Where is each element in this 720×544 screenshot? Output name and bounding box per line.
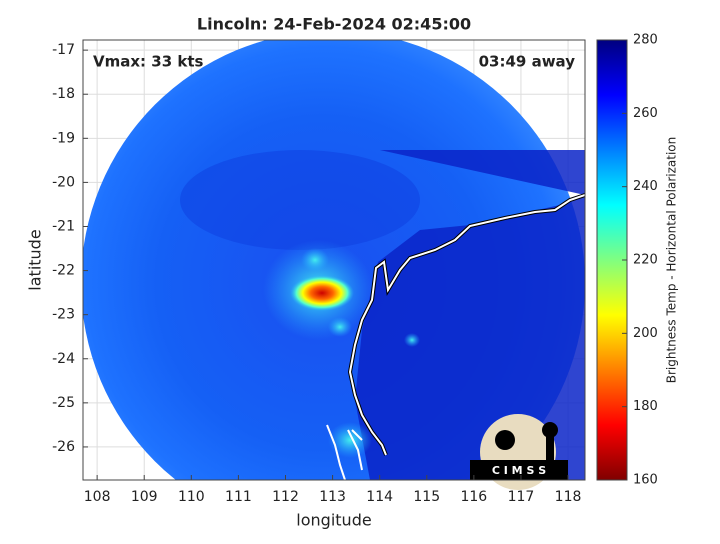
y-tick-label: -21 — [52, 218, 75, 234]
y-tick-label: -22 — [52, 263, 75, 279]
x-axis-label: longitude — [296, 511, 371, 530]
y-axis-label: latitude — [26, 229, 45, 290]
x-tick-label: 114 — [366, 489, 393, 505]
cloud-band — [180, 150, 420, 250]
y-tick-label: -20 — [52, 174, 75, 190]
y-tick-label: -25 — [52, 395, 75, 411]
coastline — [326, 424, 363, 480]
y-tick-label: -26 — [52, 439, 75, 455]
land — [355, 150, 585, 480]
x-tick-label: 112 — [272, 489, 299, 505]
x-tick-label: 109 — [131, 489, 158, 505]
x-tick-label: 115 — [413, 489, 440, 505]
coastline — [348, 194, 585, 456]
y-tick-label: -18 — [52, 86, 75, 102]
logo-text: C I M S S — [492, 464, 546, 477]
convection — [328, 422, 372, 458]
plot-frame — [82, 39, 586, 481]
convection — [404, 333, 420, 347]
colorbar-tick-label: 240 — [633, 179, 658, 194]
x-tick-label: 113 — [319, 489, 346, 505]
x-tick-label: 110 — [178, 489, 205, 505]
y-tick-label: -17 — [52, 42, 75, 58]
x-tick-label: 116 — [460, 489, 487, 505]
imagery — [83, 40, 585, 480]
x-tick-label: 111 — [225, 489, 252, 505]
colorbar-tick-label: 220 — [633, 253, 658, 268]
y-tick-label: -19 — [52, 130, 75, 146]
annotation: 03:49 away — [479, 53, 576, 71]
x-tick-label: 117 — [508, 489, 535, 505]
convection — [328, 317, 352, 337]
x-tick-label: 118 — [555, 489, 582, 505]
colorbar-tick-label: 260 — [633, 106, 658, 121]
convection — [301, 248, 329, 272]
logo: C I M S S — [470, 414, 568, 490]
colorbar-tick-label: 180 — [633, 399, 658, 414]
convection-core — [290, 275, 354, 311]
colorbar-tick-label: 160 — [633, 473, 658, 488]
annotation: Vmax: 33 kts — [93, 53, 203, 71]
colorbar-tick-label: 280 — [633, 33, 658, 48]
colorbar-tick-label: 200 — [633, 326, 658, 341]
chart-title: Lincoln: 24-Feb-2024 02:45:00 — [197, 15, 471, 34]
y-tick-label: -23 — [52, 307, 75, 323]
colorbar-label: Brightness Temp - Horizontal Polarizatio… — [665, 137, 679, 384]
y-tick-label: -24 — [52, 351, 75, 367]
x-tick-label: 108 — [84, 489, 111, 505]
